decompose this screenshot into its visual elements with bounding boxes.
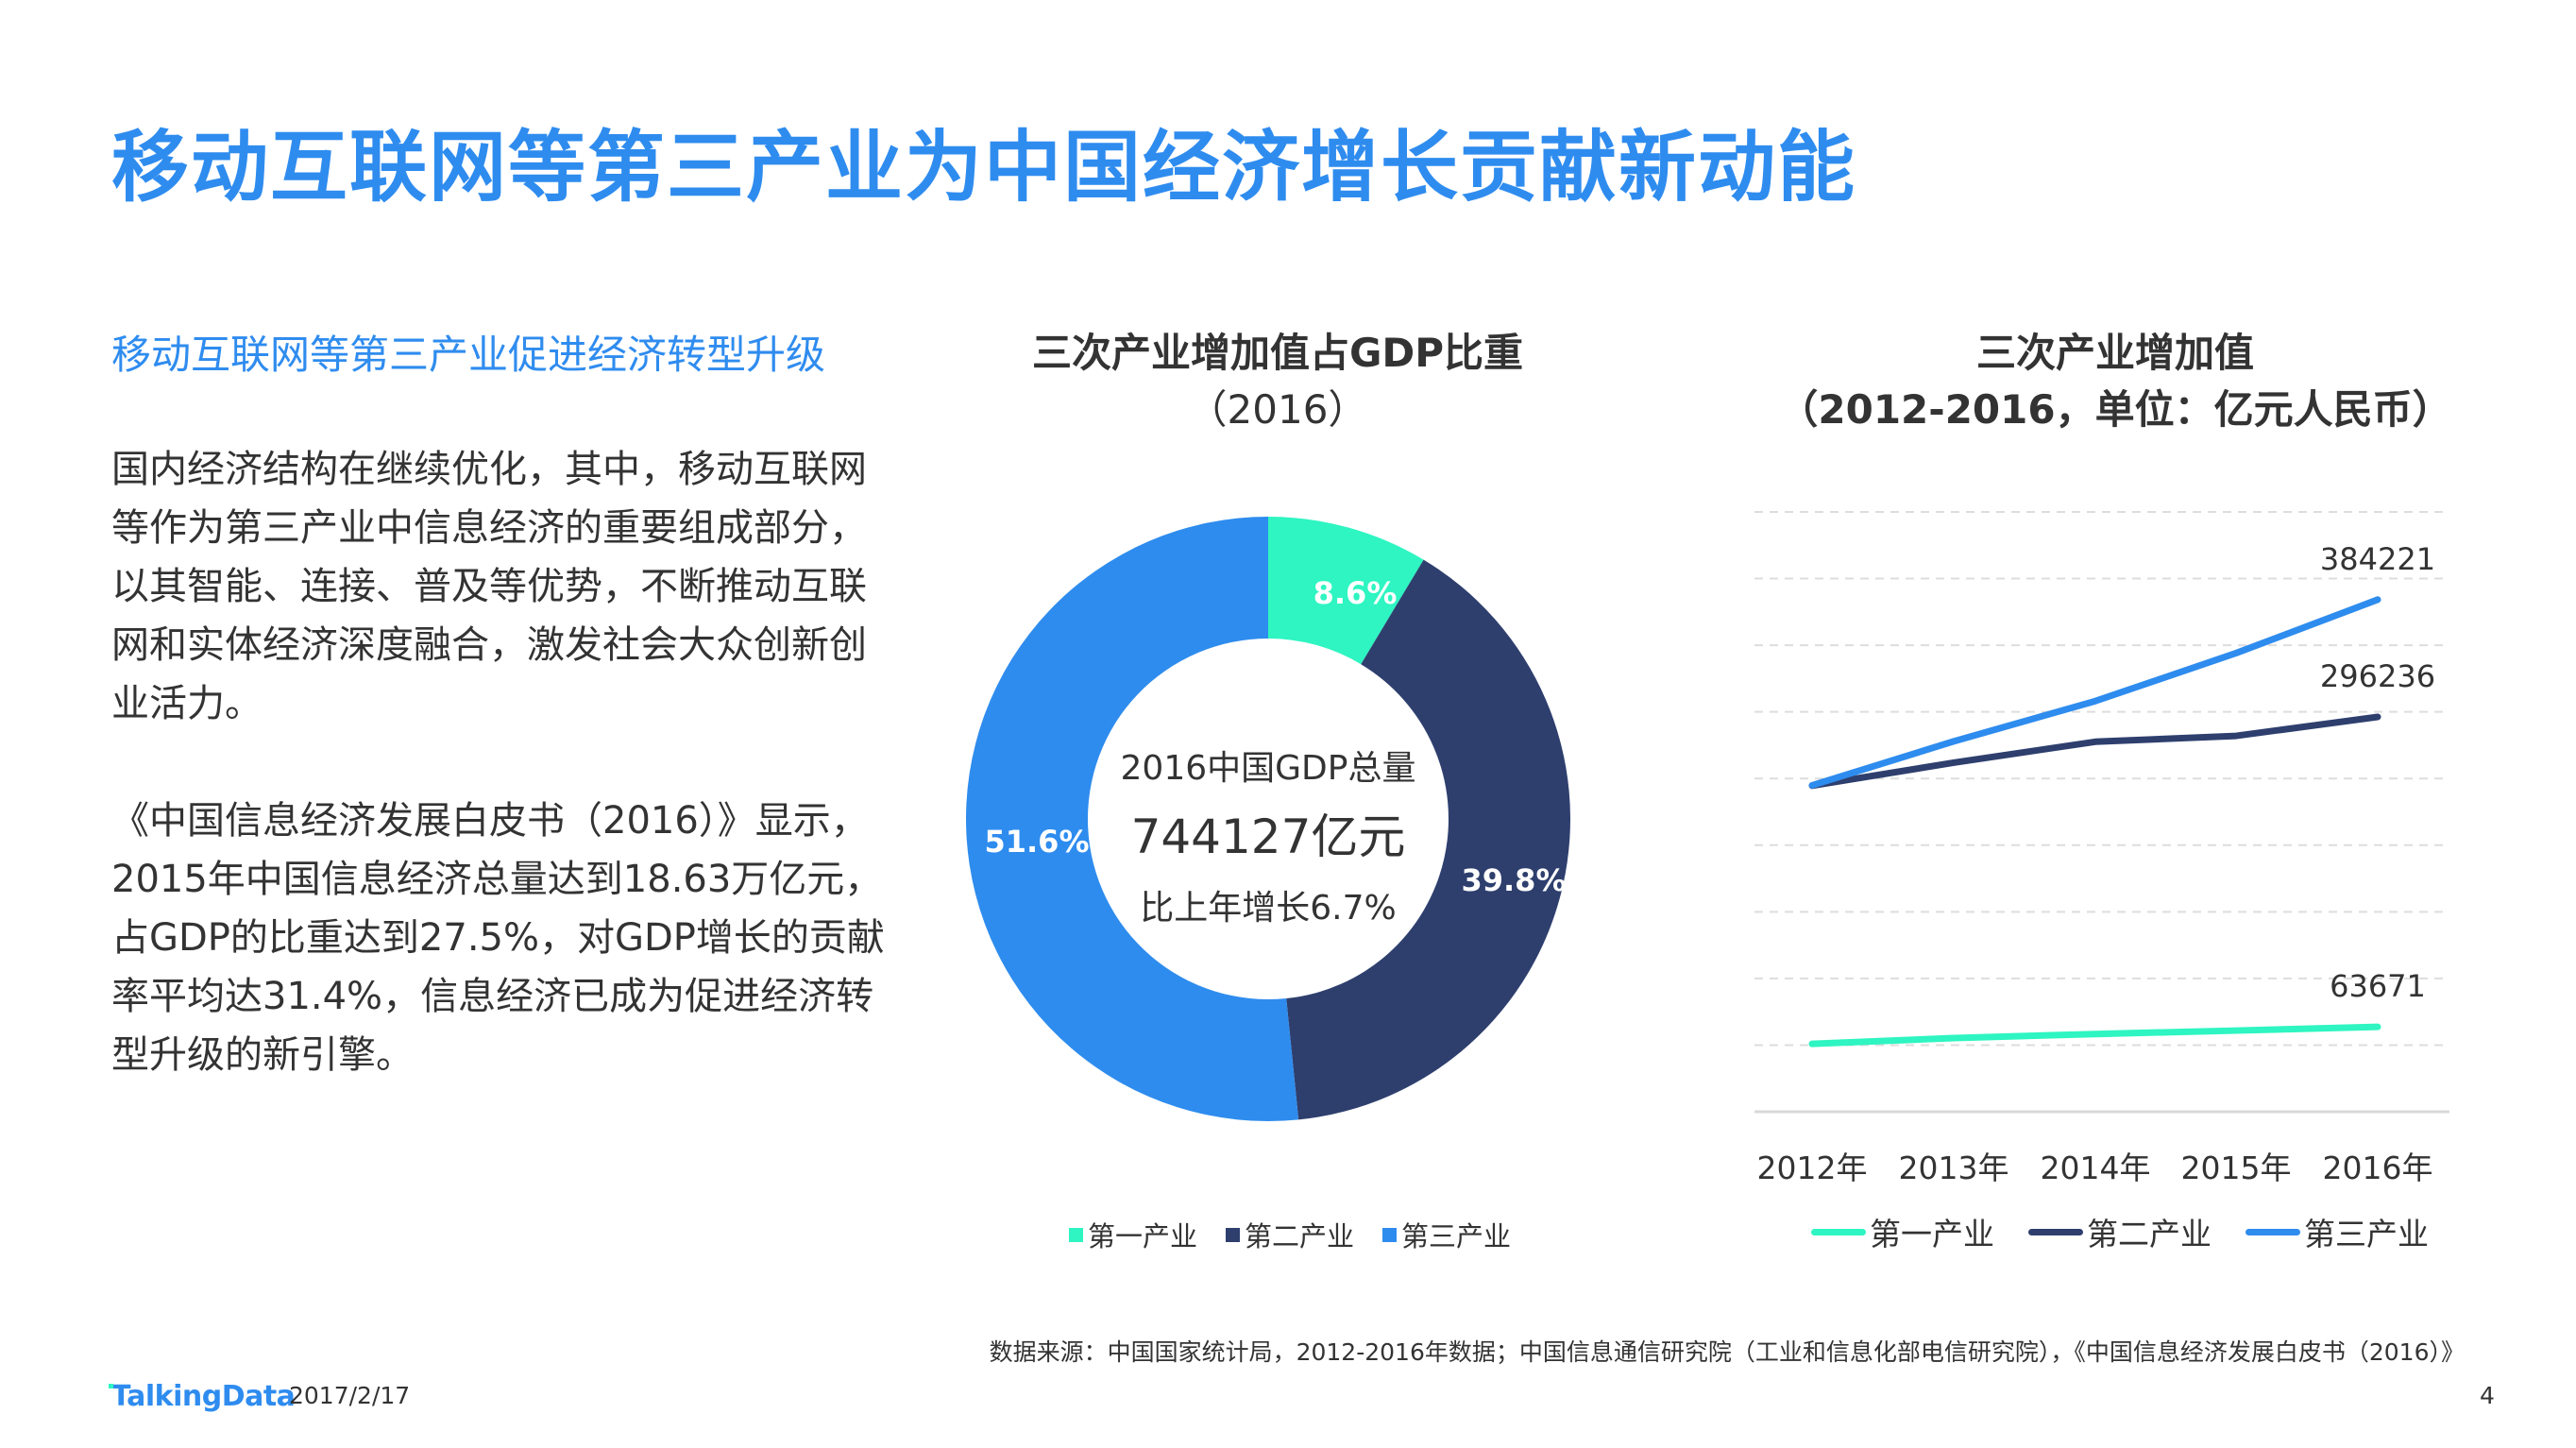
gdp-total-value: 744127亿元	[1130, 809, 1406, 864]
x-axis-label: 2013年	[1898, 1150, 2009, 1186]
x-axis-label: 2015年	[2180, 1150, 2292, 1186]
body-paragraph-2: 《中国信息经济发展白皮书（2016）》显示，2015年中国信息经济总量达到18.…	[111, 799, 885, 1077]
donut-chart	[966, 517, 1570, 1121]
donut-chart-title: 三次产业增加值占GDP比重 （2016）	[985, 325, 1570, 438]
donut-legend: 第一产业 第二产业 第三产业	[1069, 1215, 1539, 1254]
donut-chart-svg	[966, 517, 1570, 1121]
line-series-3	[1808, 596, 2381, 789]
x-axis-label: 2016年	[2322, 1150, 2433, 1186]
end-value-label: 384221	[2320, 541, 2435, 577]
line-series-1	[1808, 1023, 2381, 1048]
legend-item-secondary: 第二产业	[1226, 1215, 1354, 1254]
legend-item-primary: 第一产业	[1069, 1215, 1197, 1254]
legend-label: 第三产业	[1401, 1220, 1512, 1252]
line-chart-legend: 第一产业 第二产业 第三产业	[1811, 1209, 2463, 1254]
logo-text: TalkingData	[111, 1380, 296, 1413]
donut-slice-2	[1286, 559, 1570, 1120]
legend-swatch-secondary	[1226, 1227, 1241, 1242]
section-heading: 移动互联网等第三产业促进经济转型升级	[111, 332, 826, 378]
slide-title: 移动互联网等第三产业为中国经济增长贡献新动能	[111, 123, 1857, 213]
slice-label-tertiary: 51.6%	[984, 824, 1090, 860]
legend-label: 第二产业	[1245, 1220, 1355, 1252]
body-paragraph-1: 国内经济结构在继续优化，其中，移动互联网等作为第三产业中信息经济的重要组成部分，…	[111, 448, 867, 725]
x-axis-label: 2014年	[2040, 1150, 2151, 1186]
line-title-line2: （2012-2016，单位：亿元人民币）	[1778, 386, 2452, 433]
legend-swatch-primary	[1069, 1227, 1083, 1242]
legend-item-tertiary: 第三产业	[1382, 1215, 1511, 1254]
legend-item-tertiary: 第三产业	[2246, 1209, 2429, 1254]
gdp-growth-text: 比上年增长6.7%	[1140, 889, 1397, 928]
donut-title-line2: （2016）	[1187, 386, 1368, 433]
line-title-line1: 三次产业增加值	[1975, 330, 2254, 376]
data-source-note: 数据来源：中国国家统计局，2012-2016年数据；中国信息通信研究院（工业和信…	[989, 1338, 2465, 1366]
legend-label: 第一产业	[1088, 1220, 1198, 1252]
legend-label: 第一产业	[1870, 1216, 1994, 1252]
donut-title-line1: 三次产业增加值占GDP比重	[1031, 330, 1524, 376]
end-value-label: 296236	[2320, 658, 2435, 694]
legend-label: 第二产业	[2087, 1216, 2212, 1252]
slide-date: 2017/2/17	[289, 1382, 411, 1409]
legend-swatch-tertiary	[1382, 1227, 1398, 1242]
legend-item-primary: 第一产业	[1811, 1209, 1994, 1254]
legend-line-primary	[1811, 1228, 1866, 1235]
talkingdata-logo: TalkingData	[109, 1380, 296, 1413]
donut-slice-3	[966, 517, 1299, 1121]
donut-center-text: 2016中国GDP总量 744127亿元 比上年增长6.7%	[1088, 639, 1449, 999]
slice-label-secondary: 39.8%	[1461, 862, 1567, 898]
end-value-label: 63671	[2330, 968, 2426, 1004]
line-chart-title: 三次产业增加值 （2012-2016，单位：亿元人民币）	[1756, 325, 2474, 438]
slice-label-primary: 8.6%	[1313, 575, 1398, 611]
line-series-2	[1808, 713, 2381, 790]
donut-slice-1	[1268, 517, 1424, 665]
legend-item-secondary: 第二产业	[2028, 1209, 2212, 1254]
legend-line-tertiary	[2246, 1228, 2300, 1235]
page-number: 4	[2480, 1382, 2495, 1409]
legend-line-secondary	[2028, 1228, 2083, 1235]
x-axis-label: 2012年	[1756, 1150, 1868, 1186]
logo-dot-icon	[109, 1384, 113, 1388]
legend-label: 第三产业	[2304, 1216, 2429, 1252]
gdp-total-label: 2016中国GDP总量	[1120, 749, 1416, 788]
